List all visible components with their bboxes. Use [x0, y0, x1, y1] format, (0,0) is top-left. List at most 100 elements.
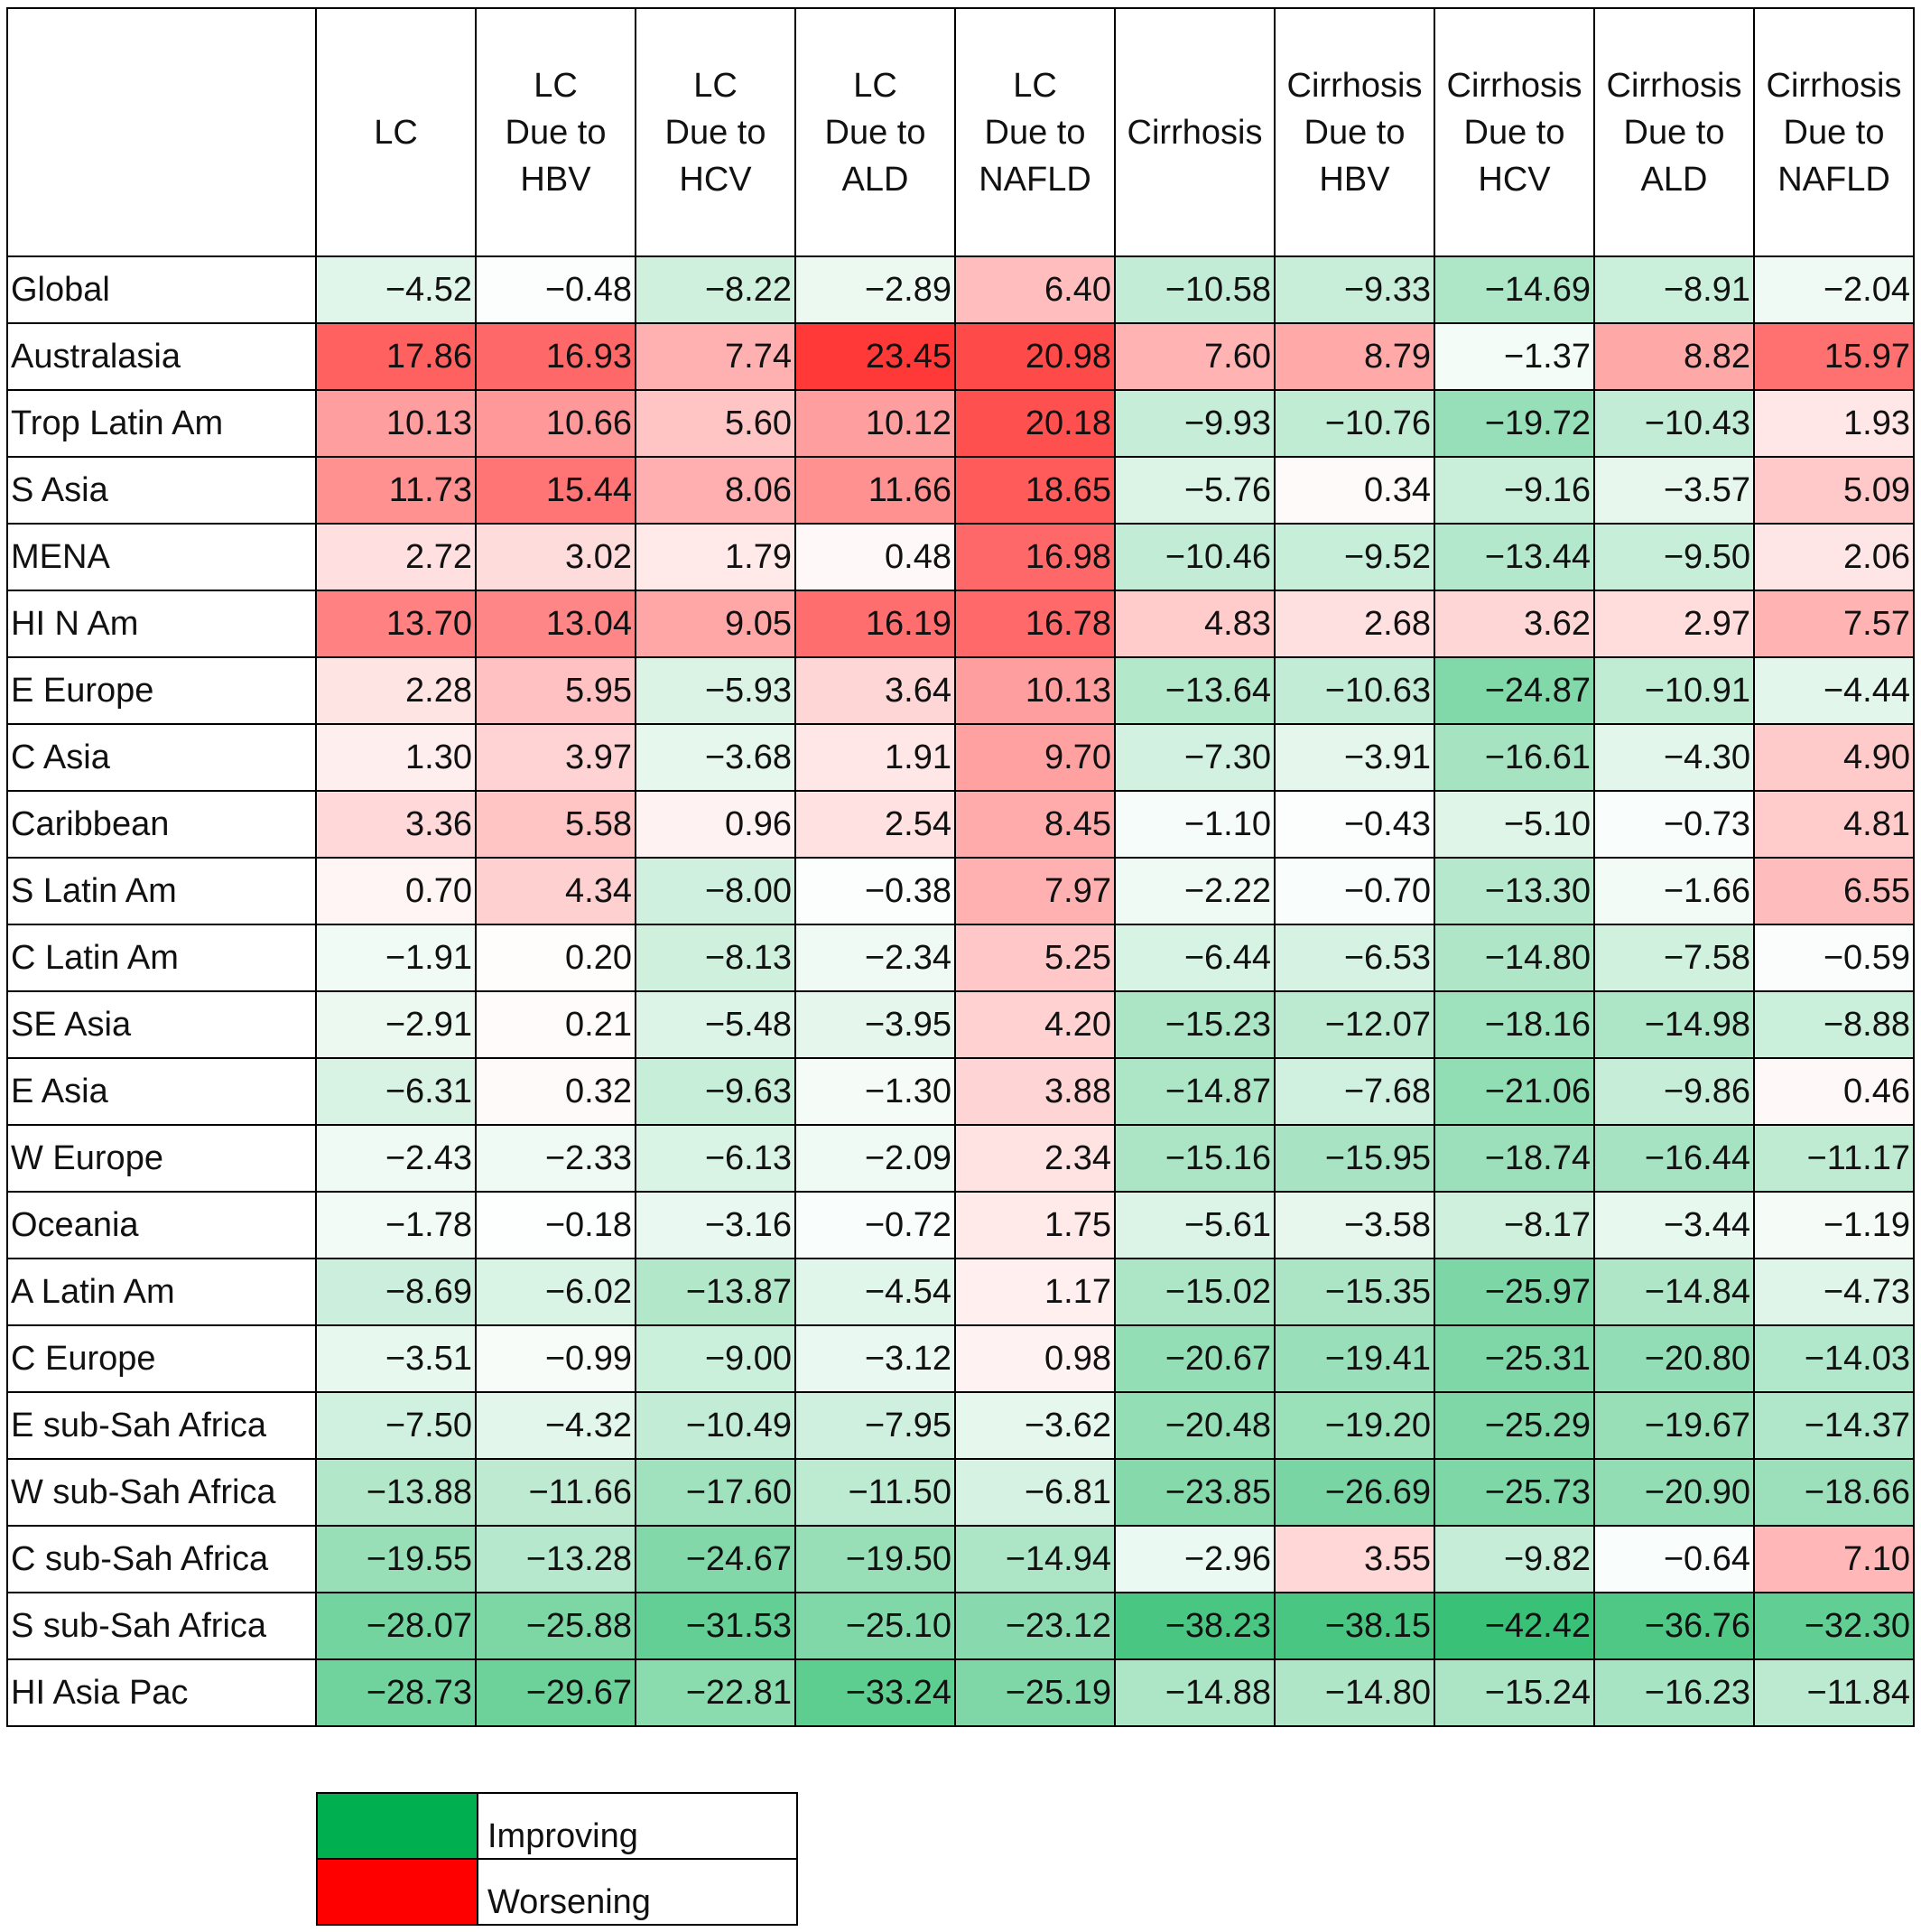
row-label: Caribbean — [6, 790, 317, 859]
row-label: S Asia — [6, 456, 317, 525]
heatmap-cell: −11.17 — [1753, 1124, 1915, 1193]
heatmap-cell: −38.15 — [1274, 1592, 1435, 1660]
heatmap-cell: −17.60 — [635, 1458, 796, 1527]
heatmap-cell: −24.87 — [1434, 656, 1595, 725]
table-row: C Asia 1.30 3.97 −3.68 1.91 9.70 −7.30 −3.91 −16… — [6, 723, 1915, 792]
heatmap-cell: −11.66 — [475, 1458, 636, 1527]
heatmap-cell: −0.99 — [475, 1324, 636, 1393]
heatmap-cell: −13.30 — [1434, 857, 1595, 925]
heatmap-cell: 2.97 — [1593, 590, 1755, 658]
heatmap-cell: −9.52 — [1274, 523, 1435, 591]
heatmap-cell: −11.50 — [794, 1458, 956, 1527]
heatmap-cell: −23.12 — [954, 1592, 1116, 1660]
heatmap-cell: −8.13 — [635, 924, 796, 992]
heatmap-cell: −2.89 — [794, 255, 956, 324]
heatmap-cell: −19.20 — [1274, 1391, 1435, 1460]
heatmap-cell: −10.76 — [1274, 389, 1435, 458]
heatmap-cell: −8.88 — [1753, 990, 1915, 1059]
heatmap-cell: −14.80 — [1274, 1658, 1435, 1727]
heatmap-cell: −10.43 — [1593, 389, 1755, 458]
heatmap-cell: 1.17 — [954, 1258, 1116, 1326]
heatmap-cell: −3.57 — [1593, 456, 1755, 525]
heatmap-cell: −2.09 — [794, 1124, 956, 1193]
heatmap-cell: 1.30 — [315, 723, 477, 792]
heatmap-cell: −15.23 — [1114, 990, 1276, 1059]
heatmap-cell: 4.90 — [1753, 723, 1915, 792]
heatmap-cell: 10.13 — [315, 389, 477, 458]
heatmap-cell: −24.67 — [635, 1525, 796, 1593]
heatmap-cell: −15.02 — [1114, 1258, 1276, 1326]
heatmap-cell: 11.66 — [794, 456, 956, 525]
column-header: Cirrhosis Due to HCV — [1434, 7, 1595, 257]
heatmap-cell: 0.34 — [1274, 456, 1435, 525]
heatmap-cell: −15.35 — [1274, 1258, 1435, 1326]
heatmap-cell: −22.81 — [635, 1658, 796, 1727]
row-label: Oceania — [6, 1191, 317, 1259]
heatmap-cell: −3.16 — [635, 1191, 796, 1259]
heatmap-cell: −28.07 — [315, 1592, 477, 1660]
heatmap-cell: −3.44 — [1593, 1191, 1755, 1259]
row-label: A Latin Am — [6, 1258, 317, 1326]
heatmap-cell: −6.02 — [475, 1258, 636, 1326]
table-row: SE Asia −2.91 0.21 −5.48 −3.95 4.20 −15.23 −12.… — [6, 990, 1915, 1059]
heatmap-cell: −1.66 — [1593, 857, 1755, 925]
heatmap-cell: 0.32 — [475, 1057, 636, 1126]
table-row: W Europe −2.43 −2.33 −6.13 −2.09 2.34 −15.16 −1… — [6, 1124, 1915, 1193]
heatmap-cell: 13.70 — [315, 590, 477, 658]
heatmap-cell: −15.16 — [1114, 1124, 1276, 1193]
heatmap-cell: −8.22 — [635, 255, 796, 324]
heatmap-cell: −5.93 — [635, 656, 796, 725]
table-row: A Latin Am −8.69 −6.02 −13.87 −4.54 1.17 −15.0… — [6, 1258, 1915, 1326]
column-header: Cirrhosis Due to HBV — [1274, 7, 1435, 257]
heatmap-cell: −0.48 — [475, 255, 636, 324]
heatmap-cell: −7.30 — [1114, 723, 1276, 792]
column-header: LC Due to HCV — [635, 7, 796, 257]
row-label: Australasia — [6, 322, 317, 391]
heatmap-cell: 0.96 — [635, 790, 796, 859]
heatmap-cell: 3.97 — [475, 723, 636, 792]
heatmap-cell: −10.58 — [1114, 255, 1276, 324]
heatmap-cell: 3.36 — [315, 790, 477, 859]
heatmap-cell: 7.57 — [1753, 590, 1915, 658]
heatmap-cell: −8.91 — [1593, 255, 1755, 324]
row-label: C sub-Sah Africa — [6, 1525, 317, 1593]
heatmap-cell: −5.76 — [1114, 456, 1276, 525]
heatmap-cell: −16.44 — [1593, 1124, 1755, 1193]
heatmap-cell: −2.91 — [315, 990, 477, 1059]
row-label: Trop Latin Am — [6, 389, 317, 458]
heatmap-cell: −5.48 — [635, 990, 796, 1059]
heatmap-cell: −42.42 — [1434, 1592, 1595, 1660]
heatmap-cell: −7.50 — [315, 1391, 477, 1460]
heatmap-cell: 15.97 — [1753, 322, 1915, 391]
heatmap-cell: −15.24 — [1434, 1658, 1595, 1727]
heatmap-cell: −2.22 — [1114, 857, 1276, 925]
heatmap-cell: −20.67 — [1114, 1324, 1276, 1393]
heatmap-body: Global −4.52 −0.48 −8.22 −2.89 6.40 −10.58 −9.3… — [6, 255, 1915, 1727]
table-row: Oceania −1.78 −0.18 −3.16 −0.72 1.75 −5.61 −3.5… — [6, 1191, 1915, 1259]
table-row: S Latin Am 0.70 4.34 −8.00 −0.38 7.97 −2.22 −0.… — [6, 857, 1915, 925]
heatmap-cell: −38.23 — [1114, 1592, 1276, 1660]
heatmap-cell: −1.91 — [315, 924, 477, 992]
heatmap-cell: −0.43 — [1274, 790, 1435, 859]
table-row: E Europe 2.28 5.95 −5.93 3.64 10.13 −13.64 −10.… — [6, 656, 1915, 725]
heatmap-cell: −13.44 — [1434, 523, 1595, 591]
heatmap-cell: −13.88 — [315, 1458, 477, 1527]
heatmap-cell: 10.66 — [475, 389, 636, 458]
heatmap-cell: 5.95 — [475, 656, 636, 725]
heatmap-cell: 8.79 — [1274, 322, 1435, 391]
heatmap-cell: −36.76 — [1593, 1592, 1755, 1660]
table-row: W sub-Sah Africa −13.88 −11.66 −17.60 −11.50… — [6, 1458, 1915, 1527]
heatmap-cell: −13.64 — [1114, 656, 1276, 725]
heatmap-cell: −20.48 — [1114, 1391, 1276, 1460]
heatmap-cell: 1.79 — [635, 523, 796, 591]
table-row: Australasia 17.86 16.93 7.74 23.45 20.98 7.60 8… — [6, 322, 1915, 391]
heatmap-cell: −1.10 — [1114, 790, 1276, 859]
heatmap-cell: −12.07 — [1274, 990, 1435, 1059]
heatmap-cell: −19.67 — [1593, 1391, 1755, 1460]
heatmap-cell: 9.70 — [954, 723, 1116, 792]
heatmap-cell: −21.06 — [1434, 1057, 1595, 1126]
heatmap-cell: 3.88 — [954, 1057, 1116, 1126]
heatmap-cell: −2.33 — [475, 1124, 636, 1193]
heatmap-cell: 4.34 — [475, 857, 636, 925]
column-header: LC Due to NAFLD — [954, 7, 1116, 257]
